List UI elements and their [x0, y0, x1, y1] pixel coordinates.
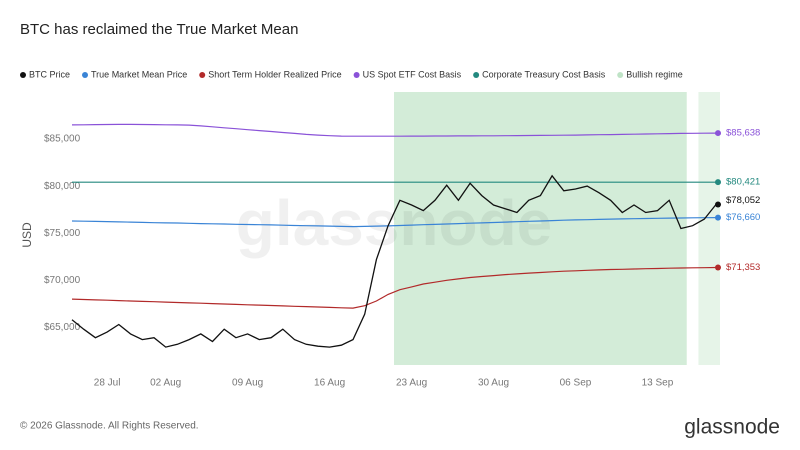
legend-label: Corporate Treasury Cost Basis: [482, 69, 606, 79]
y-tick-label: $70,000: [44, 275, 81, 286]
y-tick-label: $75,000: [44, 228, 81, 239]
end-marker: [715, 179, 721, 186]
legend-label: True Market Mean Price: [91, 69, 187, 79]
legend-swatch: [617, 72, 624, 78]
x-tick-label: 28 Jul: [94, 378, 121, 389]
legend-swatch: [473, 72, 480, 78]
legend-label: Bullish regime: [626, 69, 683, 79]
bullish-region: [394, 92, 687, 365]
end-label: $76,660: [726, 212, 760, 223]
legend-label: BTC Price: [29, 69, 70, 79]
bullish-region: [698, 92, 720, 365]
footer: © 2026 Glassnode. All Rights Reserved.: [20, 421, 199, 432]
y-tick-label: $65,000: [44, 322, 81, 333]
watermark: glassnode: [236, 187, 553, 259]
y-tick-label: $85,000: [44, 134, 81, 145]
x-tick-label: 09 Aug: [232, 378, 263, 389]
x-tick-label: 13 Sep: [642, 378, 674, 389]
end-marker: [715, 201, 721, 208]
end-marker: [715, 214, 721, 221]
x-tick-label: 30 Aug: [478, 378, 509, 389]
legend-swatch: [199, 72, 206, 78]
series-line: [71, 174, 717, 348]
x-tick-label: 23 Aug: [396, 378, 427, 389]
x-tick-label: 06 Sep: [560, 378, 592, 389]
end-marker: [715, 130, 721, 137]
x-tick-label: 02 Aug: [150, 378, 181, 389]
end-marker: [715, 264, 721, 271]
end-label: $80,421: [726, 177, 760, 188]
chart-title: BTC has reclaimed the True Market Mean: [20, 21, 298, 38]
series-line: [71, 266, 717, 309]
end-label: $78,052: [726, 195, 760, 206]
end-label: $85,638: [726, 128, 760, 139]
legend-swatch: [353, 72, 360, 78]
legend-swatch: [82, 72, 89, 78]
series-line: [71, 217, 717, 228]
end-label: $71,353: [726, 262, 760, 273]
logo: glassnode: [684, 416, 780, 439]
legend-label: Short Term Holder Realized Price: [208, 69, 341, 79]
y-tick-label: $80,000: [44, 181, 81, 192]
y-axis-label: USD: [20, 222, 34, 248]
x-tick-label: 16 Aug: [314, 378, 345, 389]
legend-label: US Spot ETF Cost Basis: [363, 69, 462, 79]
series-line: [71, 123, 717, 137]
legend: BTC Price True Market Mean Price Short Ter…: [20, 69, 683, 79]
legend-swatch: [20, 72, 26, 78]
